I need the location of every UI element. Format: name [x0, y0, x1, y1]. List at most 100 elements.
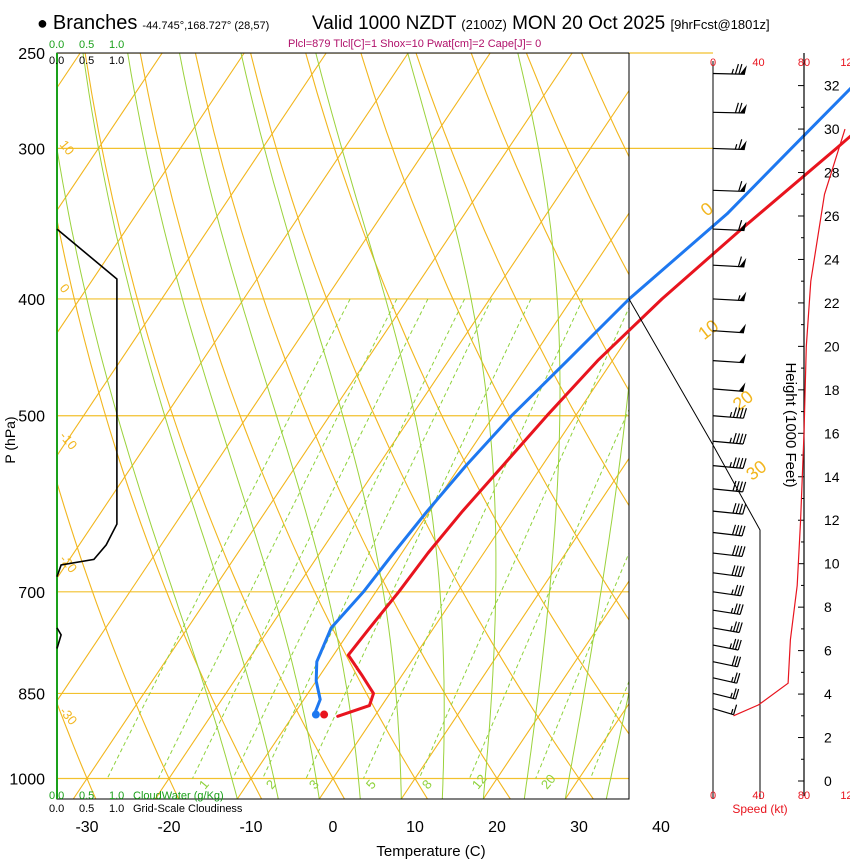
wind-barb-staff	[712, 591, 741, 597]
wind-barb-flag	[742, 481, 747, 493]
dry-adiabat	[525, 53, 629, 276]
wind-barb	[712, 291, 747, 302]
dry-adiabat	[360, 53, 629, 621]
moist-adiabat	[127, 53, 320, 799]
wind-panel-border	[628, 53, 761, 799]
height-tick-label: 20	[824, 338, 840, 354]
wind-barb	[712, 480, 747, 493]
sounding-profiles	[311, 86, 850, 719]
isotherm-line	[564, 702, 629, 799]
wind-barb-flag	[742, 408, 748, 419]
wind-barb-flag	[738, 220, 743, 231]
isotherm-label: 30	[742, 456, 770, 484]
wind-barb-flag	[732, 480, 737, 492]
wind-barb-flag	[732, 502, 737, 514]
wind-barb	[712, 545, 746, 558]
dry-adiabat	[470, 53, 629, 392]
cloudwater-top-tick: 0.5	[79, 39, 94, 51]
mixing-ratio-line	[232, 298, 466, 779]
height-tick-label: 8	[824, 599, 832, 615]
wind-barb-flag	[738, 622, 743, 633]
wind-barb	[712, 63, 747, 75]
cloudwater-bottom-tick: 0.0	[49, 790, 64, 802]
wind-barb-staff	[712, 708, 734, 716]
isotherm-label: 10	[694, 316, 722, 344]
wind-barb-flag	[739, 604, 744, 615]
wind-barb-flag	[738, 139, 743, 150]
sounding-indices: Plcl=879 Tlcl[C]=1 Shox=10 Pwat[cm]=2 Ca…	[288, 38, 542, 50]
cloudiness-line	[56, 228, 118, 577]
wind-barb-halfflag	[729, 643, 733, 649]
wind-barb-staff	[712, 661, 738, 668]
speed-bottom-tick: 120	[840, 790, 850, 802]
wind-barb-flag	[738, 503, 743, 514]
wind-barb-flag	[732, 688, 737, 699]
isotherm-line	[154, 89, 629, 799]
wind-barb-flag	[739, 457, 744, 469]
wind-barb-flag	[732, 638, 737, 650]
cloudiness-top-tick: 0.5	[79, 55, 94, 67]
temperature-axis-label: Temperature (C)	[376, 843, 485, 860]
wind-barb-flag	[735, 481, 740, 492]
wind-barb-flag	[739, 407, 744, 419]
temperature-tick-label: 10	[406, 819, 424, 836]
mixing-ratio-line	[305, 298, 532, 779]
wind-barb	[712, 457, 747, 469]
wind-barb-flag	[731, 565, 736, 576]
height-tick-label: 32	[824, 78, 840, 94]
dry-adiabat	[415, 53, 629, 507]
wind-barb-staff	[712, 644, 739, 651]
wind-barb-staff	[712, 572, 742, 578]
dry-adiabat	[139, 53, 428, 799]
wind-barb-flag	[736, 656, 742, 668]
pressure-tick-label: 400	[18, 292, 45, 309]
cloudiness-top-tick: 1.0	[109, 55, 124, 67]
wind-barb-staff	[712, 465, 744, 469]
wind-barb-flag	[735, 503, 740, 514]
wind-barb-flag	[737, 565, 742, 577]
wind-barb	[712, 704, 738, 716]
wind-barb	[712, 382, 746, 392]
wind-barb	[712, 323, 746, 334]
moist-adiabat	[407, 53, 497, 799]
wind-barb-staff	[712, 552, 743, 558]
isotherm-line	[57, 53, 245, 334]
mixing-ratio-line	[469, 408, 629, 779]
height-tick-label: 2	[824, 730, 832, 746]
wind-barb-halfflag	[730, 607, 734, 614]
wind-barb-halfflag	[730, 625, 733, 632]
cloudiness-low-line	[56, 627, 62, 649]
moist-adiabat	[57, 145, 238, 799]
wind-barb	[712, 638, 742, 651]
wind-barb-staff	[712, 415, 744, 419]
wind-barb-flag	[738, 481, 743, 492]
cloudiness-top-tick: 0.0	[49, 55, 64, 67]
wind-barb-halfflag	[729, 411, 733, 418]
isotherm-line	[57, 53, 409, 580]
moist-adiabat	[82, 53, 279, 799]
wind-barb	[712, 655, 742, 668]
temperature-line	[336, 134, 850, 718]
isotherm-line	[72, 53, 573, 799]
wind-barb-flag	[734, 656, 739, 667]
height-tick-label: 0	[824, 773, 832, 789]
wind-barb	[712, 621, 743, 634]
wind-barb-flag	[734, 63, 739, 75]
dry-adiabat	[580, 53, 629, 158]
mixing-ratio-line	[262, 298, 493, 779]
station-coords: -44.745°,168.727° (28,57)	[142, 20, 270, 32]
height-tick-label: 24	[824, 251, 840, 267]
wind-barb-pennant	[739, 104, 747, 114]
dry-adiabat	[194, 53, 511, 799]
speed-bottom-tick: 80	[798, 790, 810, 802]
height-tick-label: 4	[824, 686, 832, 702]
wind-barb-staff	[712, 298, 745, 302]
mixing-ratio-label: 12	[469, 771, 490, 792]
height-tick-label: 6	[824, 643, 832, 659]
left-temp-label: 0	[57, 281, 73, 296]
temperature-tick-label: 20	[488, 819, 506, 836]
height-axis-label: Height (1000 Feet)	[782, 362, 799, 487]
isotherm-line	[236, 212, 629, 799]
wind-barb-pennant	[739, 257, 747, 267]
pressure-axis-label: P (hPa)	[2, 416, 18, 463]
